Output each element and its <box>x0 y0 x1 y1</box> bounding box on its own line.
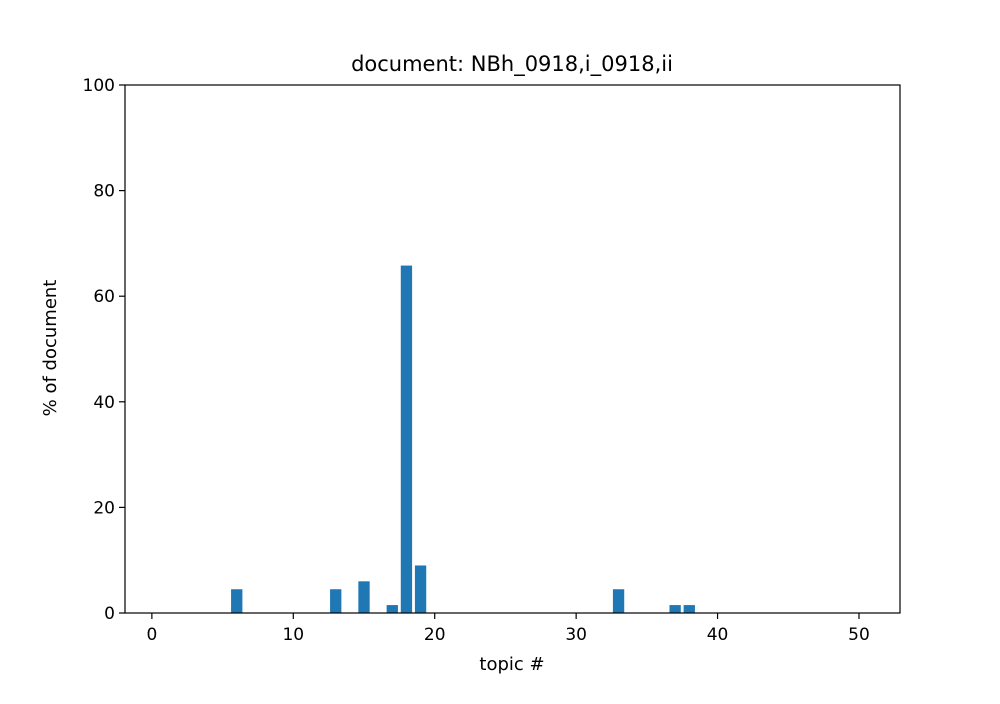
y-axis-label: % of document <box>40 280 61 417</box>
y-tick-label: 80 <box>93 182 115 202</box>
plot-area-frame <box>124 84 901 614</box>
x-tick-label: 10 <box>282 625 304 645</box>
bar-topic-38 <box>683 605 695 613</box>
chart-title: document: NBh_0918,i_0918,ii <box>351 52 673 77</box>
x-axis-ticks: 0 10 20 30 40 50 <box>146 613 870 645</box>
bars-group <box>231 265 695 613</box>
bar-topic-6 <box>231 589 243 613</box>
bar-topic-13 <box>330 589 342 613</box>
y-tick-label: 40 <box>93 393 115 413</box>
x-tick-label: 30 <box>565 625 587 645</box>
x-tick-label: 20 <box>424 625 446 645</box>
bar-topic-18 <box>400 265 413 613</box>
y-tick-label: 0 <box>104 604 115 624</box>
bar-topic-17 <box>386 605 398 613</box>
bar-topic-33 <box>612 589 625 613</box>
y-tick-label: 100 <box>83 76 115 96</box>
x-tick-label: 50 <box>848 625 870 645</box>
x-tick-label: 40 <box>707 625 729 645</box>
x-axis-label: topic # <box>479 654 544 675</box>
x-tick-label: 0 <box>146 625 157 645</box>
bar-topic-37 <box>669 605 681 613</box>
y-tick-label: 60 <box>93 287 115 307</box>
y-tick-label: 20 <box>93 498 115 518</box>
y-axis-ticks: 0 20 40 60 80 100 <box>83 76 125 624</box>
bar-topic-15 <box>358 581 370 613</box>
bar-topic-19 <box>414 565 427 613</box>
